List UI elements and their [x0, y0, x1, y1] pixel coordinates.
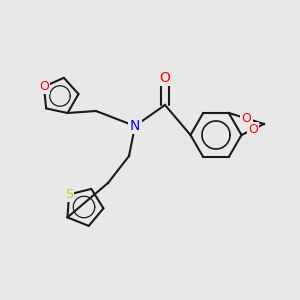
Text: N: N [130, 119, 140, 133]
Text: O: O [39, 80, 49, 93]
Text: O: O [248, 123, 258, 136]
Text: O: O [160, 71, 170, 85]
Text: O: O [242, 112, 251, 125]
Text: S: S [65, 188, 73, 201]
